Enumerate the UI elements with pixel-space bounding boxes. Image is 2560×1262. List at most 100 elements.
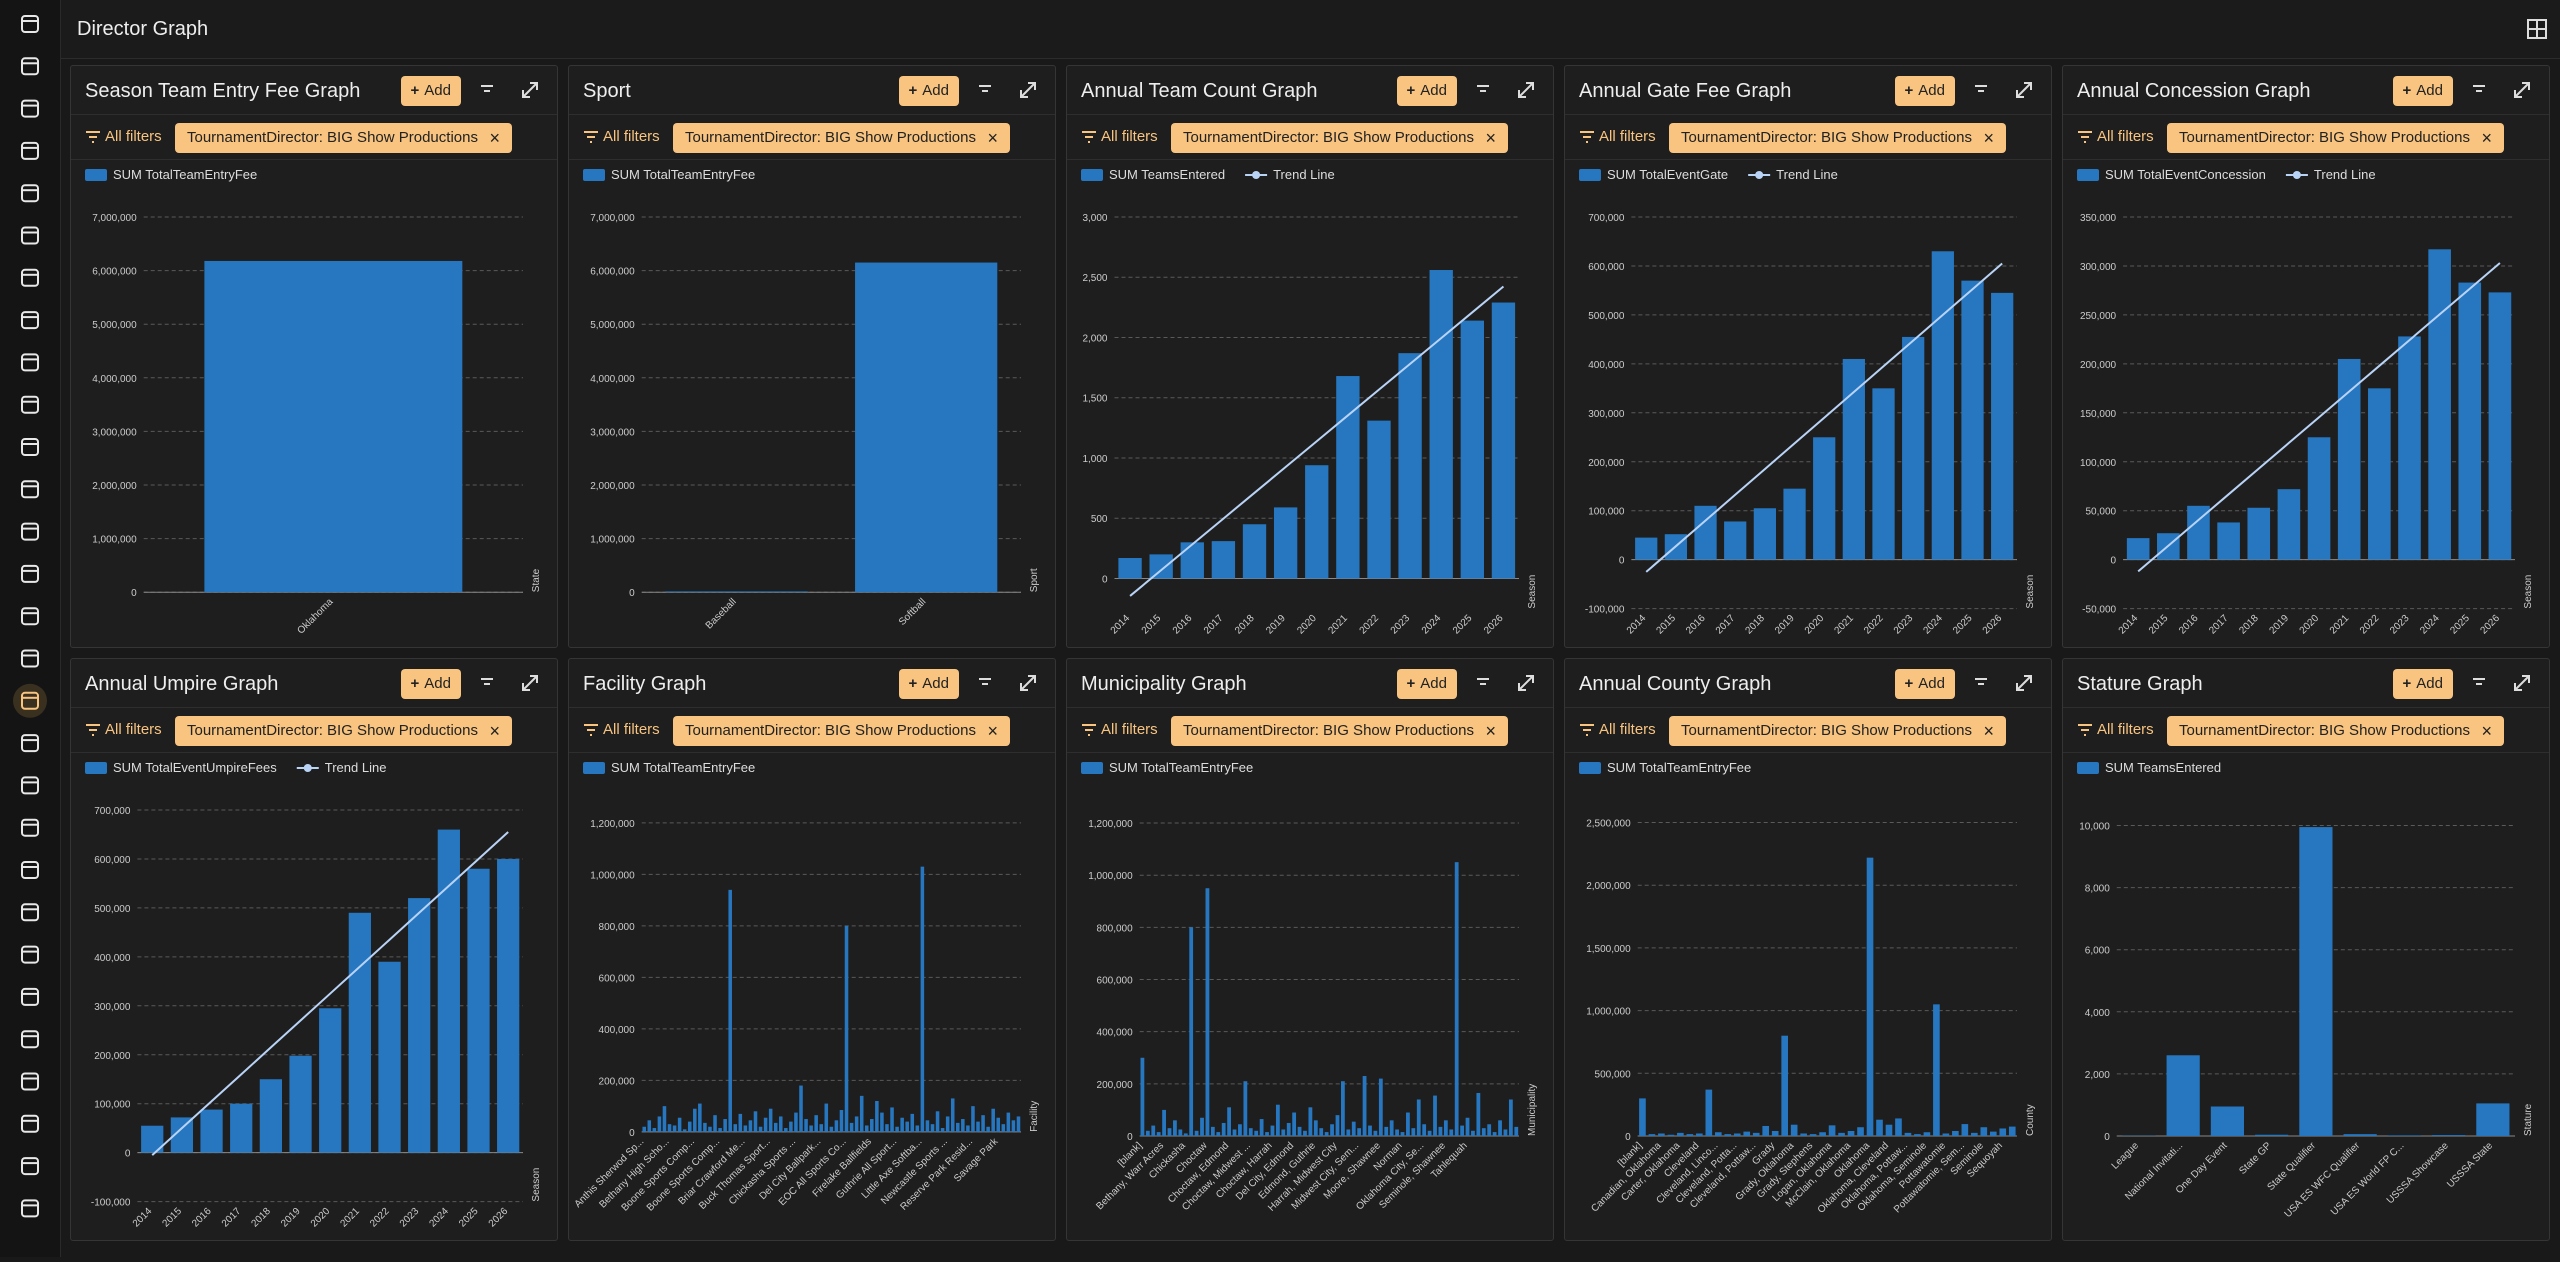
filter-chip[interactable]: TournamentDirector: BIG Show Productions… (175, 716, 512, 746)
all-filters[interactable]: All filters (1101, 128, 1158, 145)
all-filters[interactable]: All filters (2097, 128, 2154, 145)
expand-icon[interactable] (2017, 83, 2031, 97)
chip-remove[interactable]: × (2481, 716, 2492, 746)
legend-label[interactable]: SUM TotalTeamEntryFee (1109, 760, 1253, 775)
nav-icon[interactable] (22, 143, 38, 159)
expand-icon[interactable] (2515, 676, 2529, 690)
nav-icon[interactable] (22, 735, 38, 751)
add-button[interactable]: +Add (1397, 669, 1457, 699)
expand-icon[interactable] (1519, 83, 1533, 97)
nav-icon[interactable] (22, 397, 38, 413)
expand-icon[interactable] (523, 83, 537, 97)
legend-label[interactable]: SUM TeamsEntered (1109, 167, 1225, 182)
filter-chip[interactable]: TournamentDirector: BIG Show Productions… (673, 716, 1010, 746)
nav-icon[interactable] (22, 228, 38, 244)
filter-chip[interactable]: TournamentDirector: BIG Show Productions… (1171, 123, 1508, 153)
chip-remove[interactable]: × (1485, 716, 1496, 746)
add-button[interactable]: +Add (401, 669, 461, 699)
all-filters[interactable]: All filters (1101, 721, 1158, 738)
nav-icon[interactable] (22, 862, 38, 878)
filter-chip[interactable]: TournamentDirector: BIG Show Productions… (175, 123, 512, 153)
nav-icon[interactable] (22, 1200, 38, 1216)
nav-icon[interactable] (22, 820, 38, 836)
add-button[interactable]: +Add (899, 76, 959, 106)
add-button[interactable]: +Add (2393, 76, 2453, 106)
legend-label[interactable]: Trend Line (1273, 167, 1335, 182)
icon-shape (22, 354, 38, 370)
nav-icon[interactable] (22, 1116, 38, 1132)
legend-label[interactable]: SUM TotalEventConcession (2105, 167, 2266, 182)
chip-remove[interactable]: × (987, 123, 998, 153)
add-button[interactable]: +Add (2393, 669, 2453, 699)
expand-icon[interactable] (1519, 676, 1533, 690)
nav-icon[interactable] (22, 608, 38, 624)
legend-label[interactable]: SUM TeamsEntered (2105, 760, 2221, 775)
bar (1336, 376, 1359, 578)
legend-label[interactable]: SUM TotalTeamEntryFee (611, 167, 755, 182)
nav-icon[interactable] (22, 58, 38, 74)
nav-icon[interactable] (22, 185, 38, 201)
legend-label[interactable]: SUM TotalTeamEntryFee (1607, 760, 1751, 775)
layout-icon[interactable] (2526, 18, 2548, 40)
expand-icon[interactable] (523, 676, 537, 690)
chip-remove[interactable]: × (1485, 123, 1496, 153)
chip-remove[interactable]: × (1983, 716, 1994, 746)
nav-icon[interactable] (22, 947, 38, 963)
legend-label[interactable]: SUM TotalTeamEntryFee (611, 760, 755, 775)
nav-icon[interactable] (22, 777, 38, 793)
filter-chip[interactable]: TournamentDirector: BIG Show Productions… (1669, 123, 2006, 153)
filter-chip[interactable]: TournamentDirector: BIG Show Productions… (2167, 123, 2504, 153)
all-filters[interactable]: All filters (1599, 721, 1656, 738)
filter-chip[interactable]: TournamentDirector: BIG Show Productions… (1171, 716, 1508, 746)
chip-remove[interactable]: × (489, 716, 500, 746)
add-button[interactable]: +Add (1895, 76, 1955, 106)
nav-icon[interactable] (22, 270, 38, 286)
filter-chip[interactable]: TournamentDirector: BIG Show Productions… (2167, 716, 2504, 746)
chip-remove[interactable]: × (987, 716, 998, 746)
legend-label[interactable]: SUM TotalEventUmpireFees (113, 760, 277, 775)
all-filters[interactable]: All filters (2097, 721, 2154, 738)
nav-icon[interactable] (22, 1031, 38, 1047)
nav-icon[interactable] (22, 1074, 38, 1090)
legend-label[interactable]: SUM TotalEventGate (1607, 167, 1728, 182)
chip-remove[interactable]: × (2481, 123, 2492, 153)
chip-remove[interactable]: × (1983, 123, 1994, 153)
filter-chip[interactable]: TournamentDirector: BIG Show Productions… (1669, 716, 2006, 746)
nav-icon[interactable] (22, 16, 38, 32)
nav-icon[interactable] (22, 1158, 38, 1174)
all-filters[interactable]: All filters (105, 128, 162, 145)
nav-icon[interactable] (22, 439, 38, 455)
expand-icon[interactable] (1021, 83, 1035, 97)
expand-icon[interactable] (2515, 83, 2529, 97)
nav-icon[interactable] (22, 101, 38, 117)
legend-label[interactable]: Trend Line (1776, 167, 1838, 182)
filter-chip[interactable]: TournamentDirector: BIG Show Productions… (673, 123, 1010, 153)
all-filters[interactable]: All filters (105, 721, 162, 738)
nav-icon[interactable] (22, 354, 38, 370)
nav-icon[interactable] (22, 312, 38, 328)
all-filters[interactable]: All filters (603, 721, 660, 738)
all-filters[interactable]: All filters (603, 128, 660, 145)
all-filters[interactable]: All filters (1599, 128, 1656, 145)
y-tick-label: 0 (2104, 1132, 2110, 1143)
add-button[interactable]: +Add (899, 669, 959, 699)
expand-icon[interactable] (2017, 676, 2031, 690)
expand-icon[interactable] (1021, 676, 1035, 690)
add-button[interactable]: +Add (1895, 669, 1955, 699)
nav-icon[interactable] (22, 904, 38, 920)
nav-icon[interactable] (22, 481, 38, 497)
nav-icon[interactable] (22, 651, 38, 667)
nav-icon[interactable] (22, 989, 38, 1005)
bar (1341, 1081, 1345, 1136)
nav-icon[interactable] (22, 566, 38, 582)
bar (1504, 1129, 1508, 1136)
chip-remove[interactable]: × (489, 123, 500, 153)
nav-icon[interactable] (22, 524, 38, 540)
add-button[interactable]: +Add (1397, 76, 1457, 106)
legend-label[interactable]: Trend Line (325, 760, 387, 775)
legend-label[interactable]: SUM TotalTeamEntryFee (113, 167, 257, 182)
add-button[interactable]: +Add (401, 76, 461, 106)
legend-label[interactable]: Trend Line (2314, 167, 2376, 182)
